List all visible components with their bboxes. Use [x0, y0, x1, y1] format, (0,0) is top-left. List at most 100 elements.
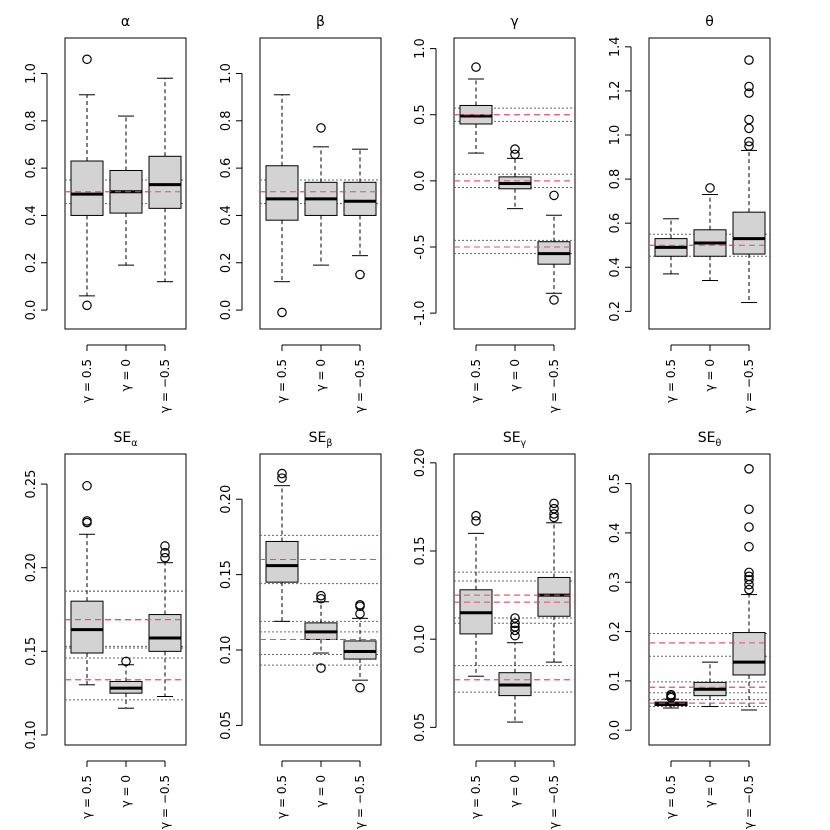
x-category-label: γ = 0 — [314, 359, 328, 391]
panel-6: SEβ 0.05 0.10 0.15 0.20 γ = 0.5 γ = 0 γ = −0.5 — [219, 430, 382, 829]
box-group — [537, 498, 571, 663]
outlier-point — [744, 463, 754, 474]
x-category-label: γ = 0 — [119, 359, 133, 391]
panel-title-subscript: γ — [521, 438, 527, 449]
outlier-point — [549, 190, 559, 201]
iqr-box — [265, 165, 299, 221]
plot-frame — [64, 453, 187, 746]
x-category-label: γ = −0.5 — [158, 359, 172, 413]
x-category-label: γ = 0 — [508, 359, 522, 391]
outlier-point — [744, 141, 754, 151]
y-tick-label: 0.3 — [608, 572, 623, 593]
x-category-label: γ = −0.5 — [353, 775, 367, 829]
panel-title: SEγ — [503, 430, 527, 449]
plot-frame — [259, 453, 382, 746]
outlier-point — [82, 480, 92, 491]
box-group — [732, 55, 766, 304]
outlier-point — [471, 62, 481, 72]
panel-7: SEγ 0.05 0.10 0.15 0.20 γ = 0.5 γ = 0 γ = −0.5 — [413, 430, 576, 829]
iqr-box — [70, 160, 104, 216]
box-group — [654, 218, 688, 275]
outlier-point — [277, 473, 287, 483]
y-tick-label: 1.4 — [608, 36, 623, 57]
outlier-point — [316, 663, 326, 673]
x-category-label: γ = 0 — [703, 359, 717, 391]
panel-title: SEθ — [698, 430, 722, 449]
x-category-label: γ = 0 — [314, 775, 328, 807]
outlier-point — [160, 547, 170, 558]
box-group — [265, 94, 299, 318]
y-tick-label: 0.20 — [413, 448, 428, 477]
outlier-point — [549, 509, 559, 519]
y-tick-label: 0.0 — [413, 171, 428, 192]
outlier-point — [549, 503, 559, 514]
y-tick-label: 0.0 — [24, 300, 39, 321]
outlier-point — [316, 593, 326, 604]
y-tick-label: 0.8 — [608, 169, 623, 190]
box-group — [109, 115, 143, 266]
outlier-point — [160, 552, 170, 563]
y-tick-label: 0.0 — [608, 720, 623, 741]
box-group — [654, 689, 688, 709]
y-tick-label: 0.2 — [608, 621, 623, 642]
box-group — [70, 54, 104, 311]
outlier-point — [666, 689, 676, 700]
outlier-point — [744, 136, 754, 147]
y-tick-label: 1.0 — [24, 63, 39, 84]
y-tick-label: 0.6 — [24, 158, 39, 179]
iqr-box — [732, 632, 766, 676]
panel-title-subscript: θ — [715, 438, 721, 449]
x-category-label: γ = 0 — [703, 775, 717, 807]
plot-frame — [648, 453, 771, 746]
y-tick-label: 0.8 — [24, 110, 39, 131]
y-tick-label: 0.10 — [219, 636, 234, 665]
x-category-label: γ = 0.5 — [80, 775, 94, 819]
outlier-point — [744, 584, 754, 595]
panel-1: α 0.0 0.2 0.4 0.6 0.8 1.0 γ = 0.5 γ = 0 γ = −0.5 — [24, 14, 187, 413]
outlier-point — [121, 656, 131, 667]
box-group — [304, 590, 338, 673]
x-category-label: γ = 0 — [119, 775, 133, 807]
outlier-point — [510, 144, 520, 154]
y-tick-label: 0.5 — [608, 473, 623, 494]
y-tick-label: 0.4 — [608, 523, 623, 544]
panel-title: α — [121, 14, 130, 30]
box-group — [498, 144, 532, 210]
iqr-box — [732, 211, 766, 255]
iqr-box — [265, 540, 299, 583]
outlier-point — [744, 504, 754, 515]
y-tick-label: 0.25 — [24, 470, 39, 499]
outlier-point — [744, 88, 754, 98]
plot-frame — [453, 37, 576, 330]
outlier-point — [277, 307, 287, 318]
y-tick-label: 0.2 — [608, 301, 623, 322]
y-tick-label: 0.15 — [219, 560, 234, 589]
outlier-point — [355, 269, 365, 280]
box-group — [148, 77, 182, 283]
outlier-point — [316, 590, 326, 601]
panel-title: β — [316, 14, 325, 30]
outlier-point — [744, 81, 754, 92]
outlier-point — [744, 522, 754, 532]
outlier-point — [355, 682, 365, 693]
y-tick-label: -1.0 — [413, 300, 428, 325]
x-category-label: γ = 0.5 — [664, 775, 678, 819]
outlier-point — [277, 468, 287, 479]
x-category-label: γ = 0.5 — [80, 359, 94, 403]
outlier-point — [705, 183, 715, 193]
box-group — [498, 613, 532, 723]
box-group — [343, 599, 377, 693]
iqr-box — [70, 600, 104, 654]
box-group — [693, 183, 727, 281]
iqr-box — [537, 576, 571, 617]
y-tick-label: 0.05 — [413, 713, 428, 742]
panel-title-subscript: α — [131, 438, 137, 449]
y-tick-label: 0.6 — [608, 213, 623, 234]
box-group — [693, 661, 727, 708]
plot-frame — [259, 37, 382, 330]
outlier-point — [510, 149, 520, 160]
iqr-box — [343, 640, 377, 660]
y-tick-label: 0.4 — [219, 205, 234, 226]
x-category-label: γ = −0.5 — [742, 775, 756, 829]
